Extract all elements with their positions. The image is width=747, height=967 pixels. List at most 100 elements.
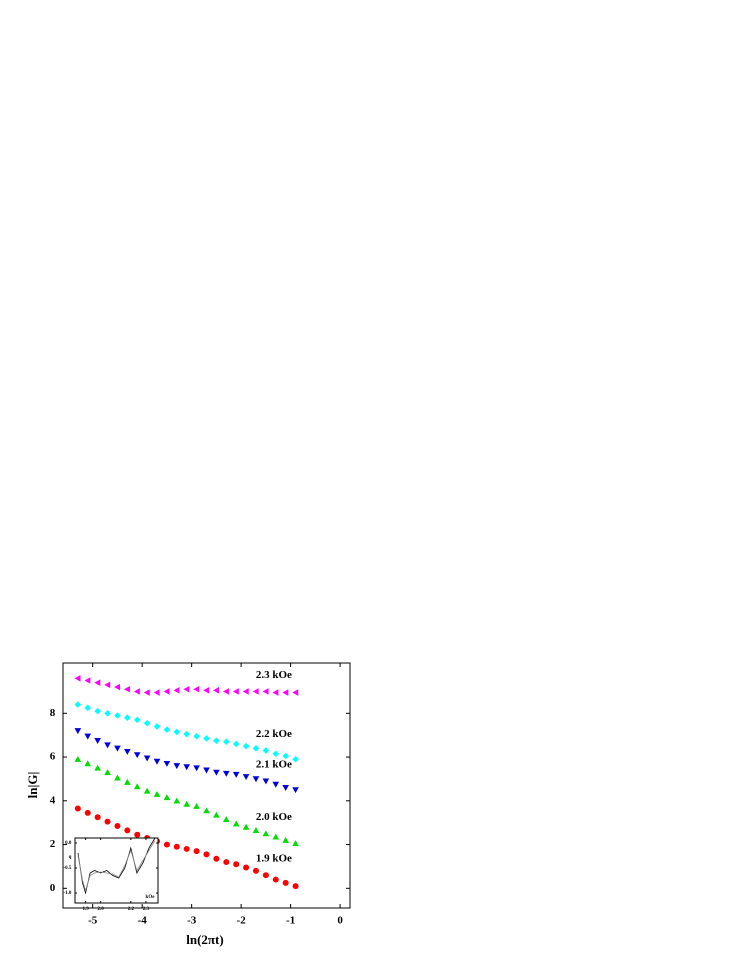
marker (203, 807, 210, 814)
marker (74, 701, 82, 708)
marker (153, 689, 160, 696)
marker (94, 814, 101, 821)
marker (163, 841, 170, 848)
marker (222, 738, 230, 746)
marker (153, 758, 161, 765)
marker (262, 688, 269, 695)
marker (74, 755, 82, 762)
marker (183, 845, 190, 852)
marker (232, 771, 240, 778)
inset-x-label: kOe (146, 895, 156, 900)
marker (223, 859, 230, 866)
marker (84, 704, 92, 712)
marker (94, 679, 101, 686)
marker (213, 811, 220, 818)
marker (114, 712, 121, 719)
marker (272, 689, 279, 696)
marker (133, 752, 141, 759)
marker (173, 797, 181, 804)
marker (94, 707, 101, 715)
x-axis-label: ln(2πt) (186, 932, 223, 947)
marker (143, 755, 151, 762)
plot-frame (62, 662, 351, 909)
marker (173, 763, 181, 770)
marker (84, 733, 92, 740)
marker (222, 770, 230, 777)
marker (222, 688, 229, 695)
marker (143, 719, 151, 727)
marker (292, 689, 299, 696)
marker (84, 760, 92, 767)
marker (213, 769, 220, 776)
marker (124, 748, 131, 755)
x-tick-label: 0 (337, 915, 343, 927)
marker (222, 816, 230, 823)
marker (163, 688, 170, 695)
marker (193, 732, 200, 740)
marker (272, 876, 279, 883)
y-tick-label: 0 (50, 882, 56, 894)
marker (242, 823, 250, 830)
x-tick-label: -5 (88, 915, 98, 927)
marker (114, 774, 121, 781)
marker (282, 879, 289, 886)
marker (104, 710, 111, 717)
marker (203, 735, 210, 742)
x-tick-label: 2.2 (128, 907, 135, 912)
marker (163, 794, 171, 801)
marker (104, 769, 111, 776)
series-label: 2.1 kOe (256, 759, 292, 771)
marker (292, 840, 299, 847)
y-tick-label: 8 (50, 707, 56, 719)
marker (124, 714, 131, 721)
series-label: 2.0 kOe (256, 811, 292, 823)
marker (242, 688, 249, 695)
marker (292, 787, 299, 794)
marker (143, 787, 151, 794)
marker (203, 767, 210, 774)
marker (232, 688, 239, 695)
marker (262, 747, 270, 754)
marker (133, 716, 141, 724)
marker (193, 848, 200, 855)
marker (133, 783, 141, 790)
marker (203, 687, 210, 694)
x-tick-label: -1 (286, 915, 295, 927)
plot-frame (74, 837, 159, 904)
marker (133, 688, 140, 695)
marker (143, 689, 150, 696)
marker (252, 827, 260, 833)
marker (282, 785, 289, 791)
y-tick-label: -1.0 (63, 891, 71, 896)
marker (213, 855, 220, 862)
y-tick-label: 4 (50, 794, 56, 806)
y-tick-label: 6 (50, 751, 56, 763)
x-tick-label: 2.0 (98, 907, 105, 912)
marker (282, 752, 289, 760)
marker (282, 836, 289, 843)
marker (74, 728, 82, 735)
marker (104, 818, 111, 825)
marker (163, 726, 171, 734)
marker (84, 809, 91, 816)
marker (232, 820, 240, 827)
series-label: 1.9 kOe (256, 853, 292, 865)
marker (183, 764, 191, 771)
y-tick-label: 2 (50, 838, 56, 850)
marker (114, 683, 121, 691)
marker (153, 723, 161, 730)
marker (243, 864, 250, 871)
marker (272, 833, 280, 840)
x-tick-label: 2.3 (143, 907, 150, 912)
marker (94, 764, 101, 771)
marker (252, 776, 260, 783)
inset-bg (75, 838, 158, 903)
marker (124, 778, 131, 785)
marker (84, 677, 91, 684)
line (77, 840, 156, 892)
marker (173, 843, 180, 850)
marker (272, 750, 280, 758)
y-axis-label: ln|G| (25, 772, 40, 799)
